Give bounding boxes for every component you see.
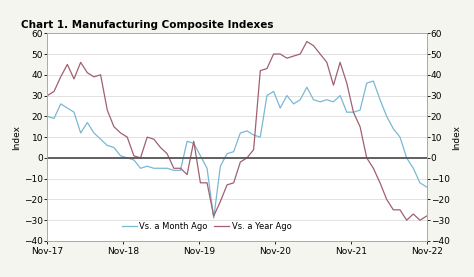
Vs. a Year Ago — [424, 214, 429, 218]
Vs. a Month Ago — [377, 98, 383, 101]
Line: Vs. a Month Ago: Vs. a Month Ago — [47, 81, 427, 218]
Vs. a Year Ago — [304, 40, 310, 43]
Y-axis label: Index: Index — [453, 125, 462, 150]
Vs. a Month Ago — [137, 166, 143, 170]
Text: Chart 1. Manufacturing Composite Indexes: Chart 1. Manufacturing Composite Indexes — [21, 20, 273, 30]
Vs. a Month Ago — [304, 86, 310, 89]
Vs. a Year Ago — [45, 94, 50, 97]
Vs. a Month Ago — [211, 217, 217, 220]
Y-axis label: Index: Index — [12, 125, 21, 150]
Vs. a Month Ago — [131, 158, 137, 161]
Vs. a Month Ago — [410, 166, 416, 170]
Vs. a Year Ago — [297, 52, 303, 56]
Vs. a Month Ago — [424, 185, 429, 189]
Vs. a Year Ago — [404, 219, 410, 222]
Vs. a Year Ago — [137, 156, 143, 160]
Legend: Vs. a Month Ago, Vs. a Year Ago: Vs. a Month Ago, Vs. a Year Ago — [118, 219, 295, 235]
Vs. a Year Ago — [331, 83, 337, 87]
Vs. a Month Ago — [45, 115, 50, 118]
Vs. a Year Ago — [371, 166, 376, 170]
Vs. a Year Ago — [410, 212, 416, 216]
Vs. a Year Ago — [131, 154, 137, 157]
Vs. a Month Ago — [371, 79, 376, 83]
Line: Vs. a Year Ago: Vs. a Year Ago — [47, 42, 427, 220]
Vs. a Month Ago — [331, 100, 337, 103]
